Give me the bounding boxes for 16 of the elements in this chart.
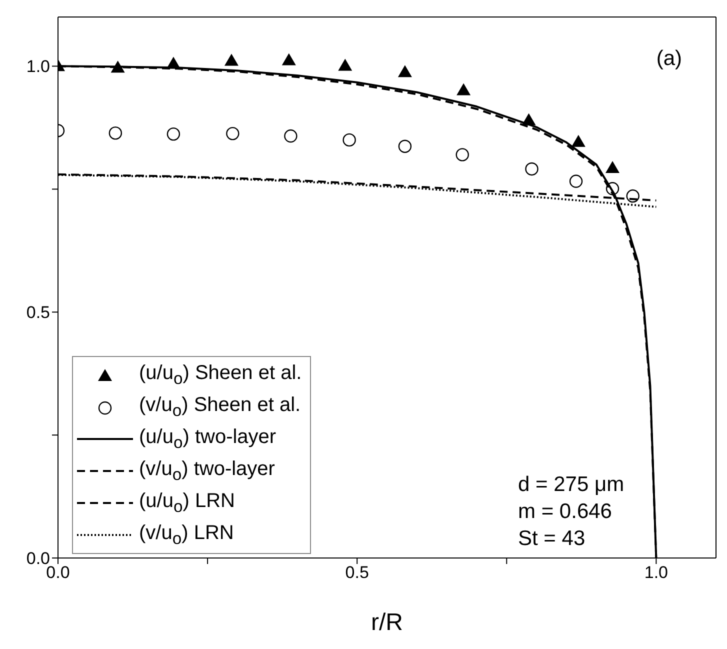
x-tick-label: 0.0 [46, 563, 70, 582]
annotation: m = 0.646 [518, 499, 613, 525]
x-tick-label: 0.5 [345, 563, 369, 582]
x-axis-title: r/R [371, 609, 403, 636]
annotation: (a) [656, 47, 682, 71]
legend-label: (u/u$_{o}$) LRN [139, 490, 235, 516]
legend-label: (v/u$_{o}$) two-layer [139, 458, 275, 484]
y-tick-label: 1.0 [26, 57, 50, 76]
legend-label: (u/u$_{o}$) Sheen et al. [139, 362, 302, 388]
legend-label: (u/u$_{o}$) two-layer [139, 426, 276, 452]
annotation: St = 43 [518, 526, 586, 552]
annotation: d = 275 μm [518, 472, 624, 498]
legend-label: (v/u$_{o}$) Sheen et al. [139, 394, 301, 420]
x-tick-label: 1.0 [644, 563, 668, 582]
y-tick-label: 0.5 [26, 303, 50, 322]
legend-label: (v/u$_{o}$) LRN [139, 522, 234, 548]
